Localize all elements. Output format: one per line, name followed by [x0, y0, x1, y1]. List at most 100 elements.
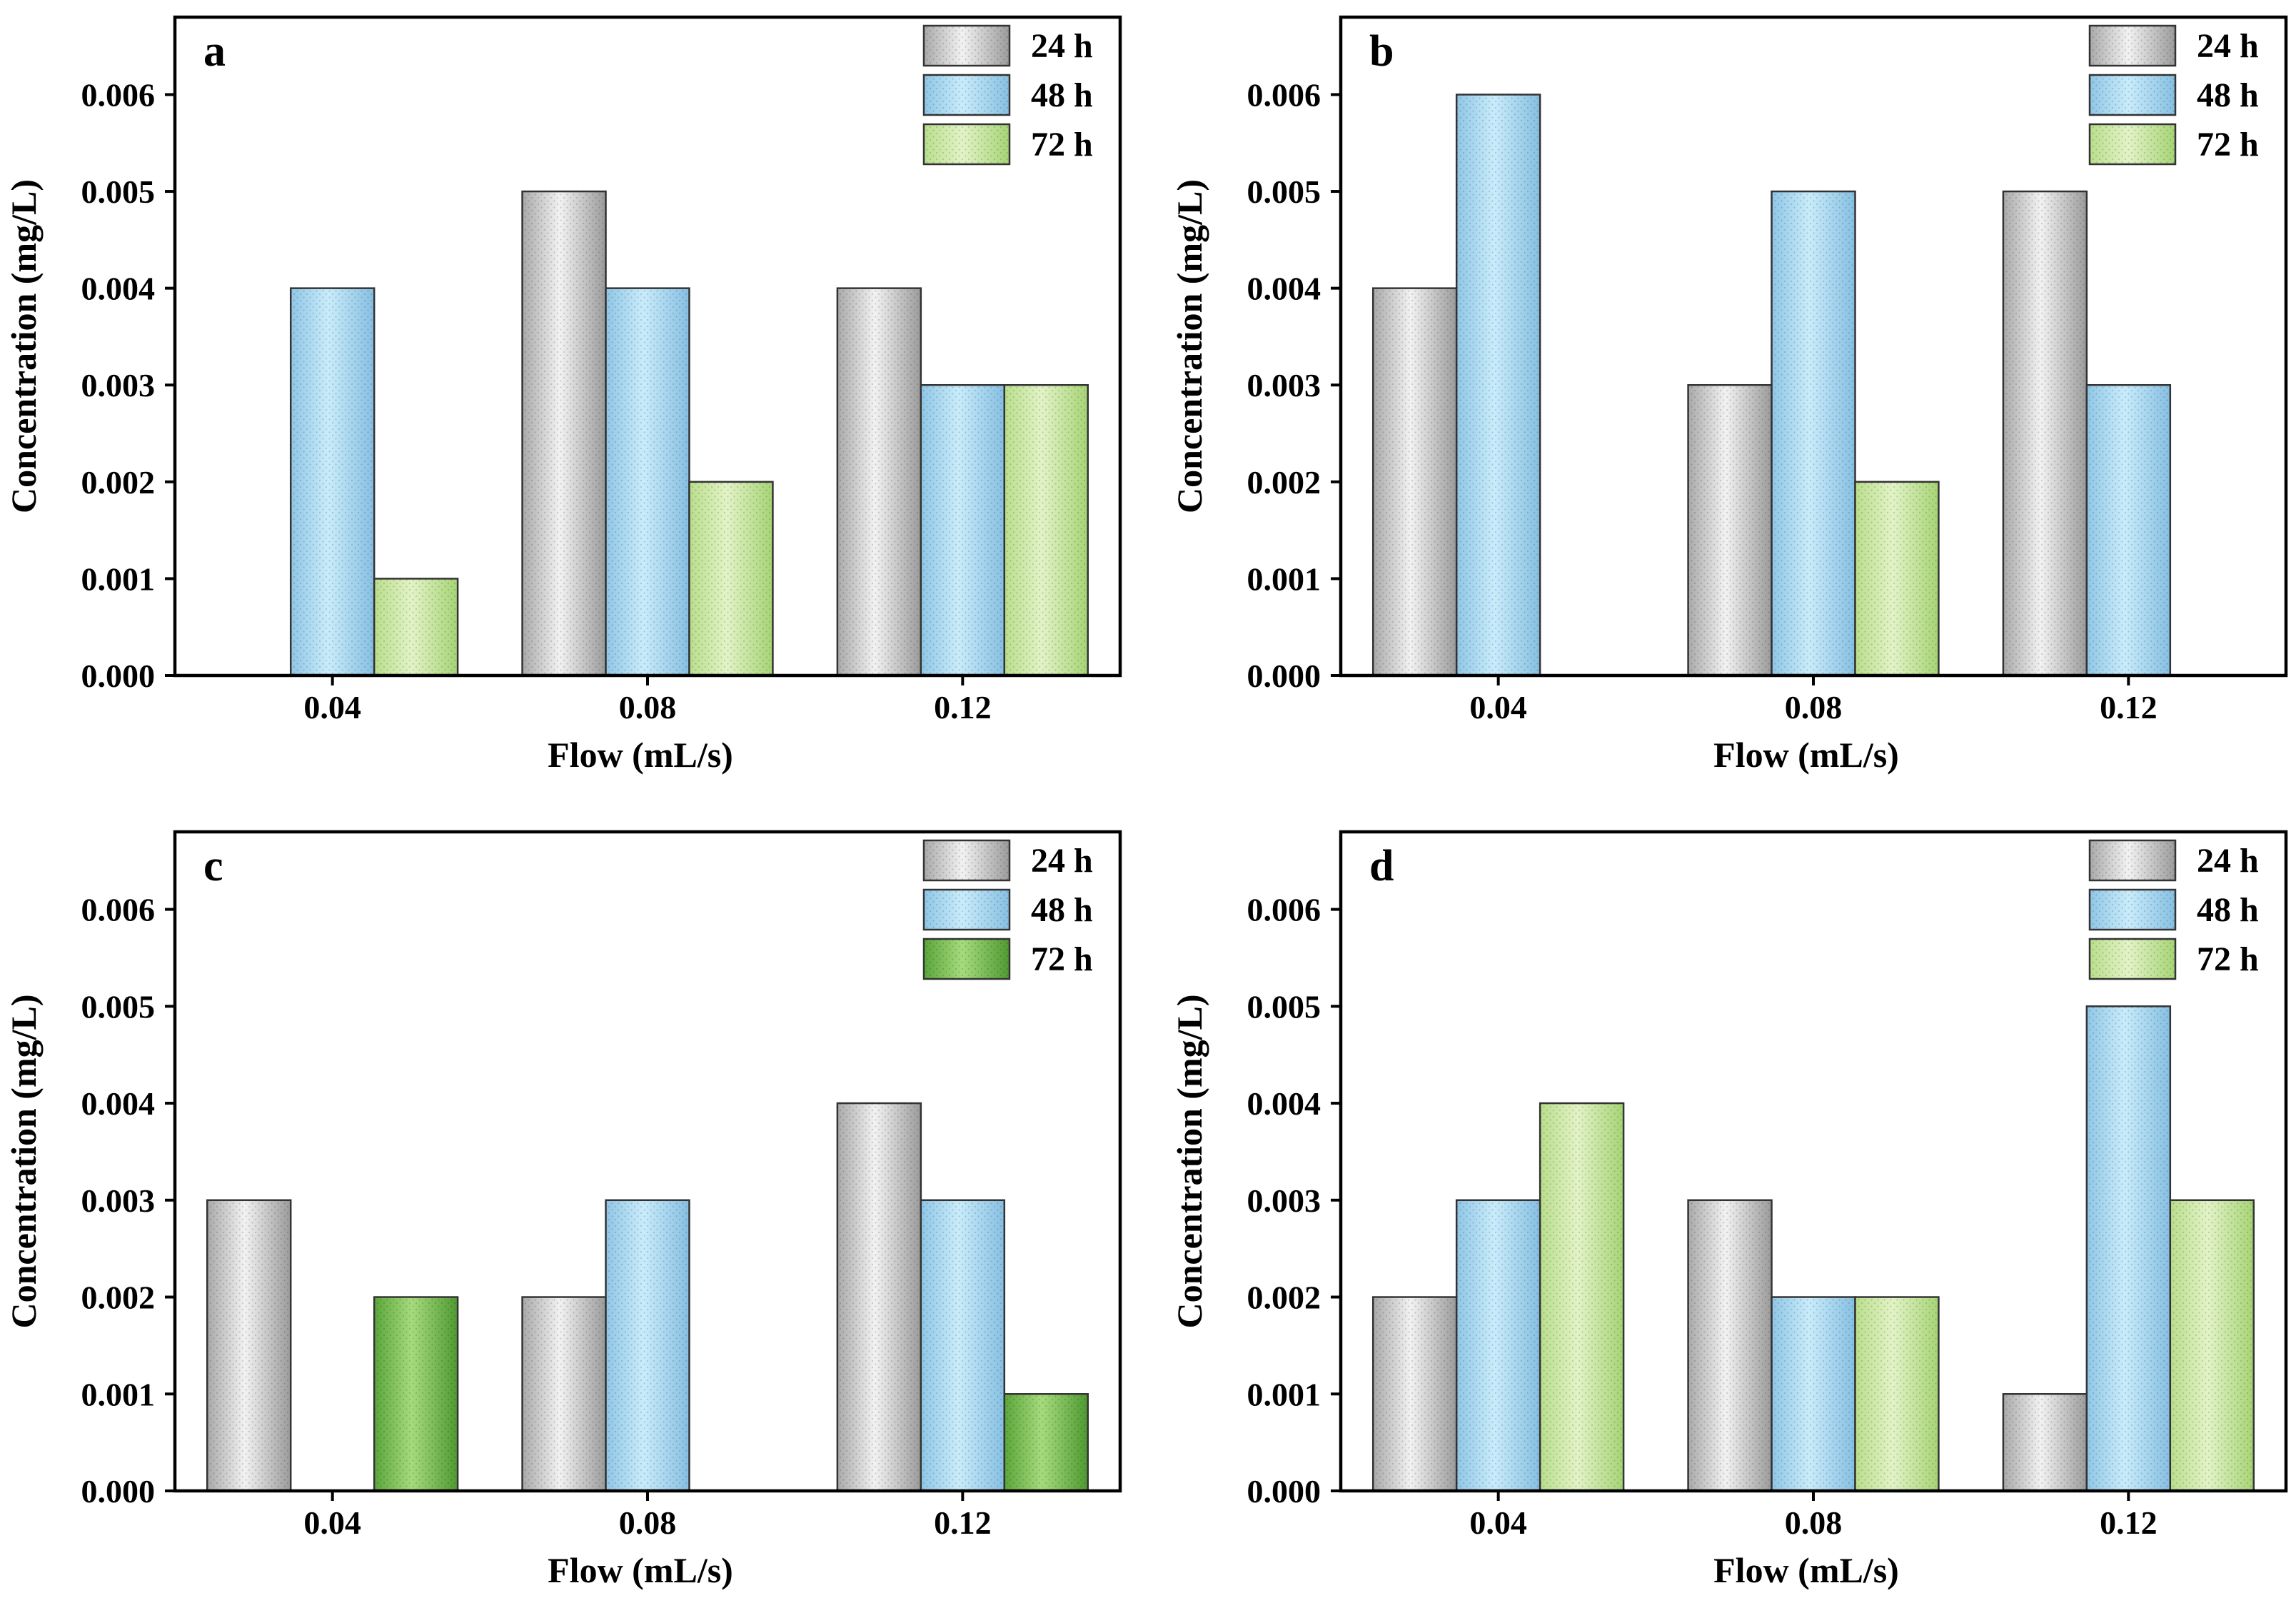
y-tick-label: 0.001: [1247, 561, 1321, 597]
bar-texture: [1540, 1103, 1624, 1491]
bar-texture: [2086, 385, 2170, 675]
bar-texture: [522, 1297, 606, 1491]
y-tick-label: 0.005: [81, 174, 156, 210]
chart-panel-c: 0.000 0.001 0.002 0.003 0.004 0.005 0.006 0.04 0…: [4, 830, 1122, 1590]
panel-label: b: [1369, 27, 1394, 76]
legend-label-48h: 48 h: [2197, 76, 2259, 114]
x-tick-label: 0.04: [1469, 689, 1527, 725]
bar-texture: [207, 1200, 291, 1491]
legend-label-72h: 72 h: [2197, 126, 2259, 164]
legend-label-48h: 48 h: [1031, 76, 1093, 114]
legend-swatch-texture: [924, 75, 1009, 115]
panel-label: d: [1369, 842, 1394, 890]
bar-texture: [605, 288, 690, 675]
legend-swatch-texture: [924, 124, 1009, 164]
y-tick-label: 0.000: [1247, 658, 1321, 694]
x-tick-label: 0.12: [934, 1504, 992, 1541]
bar-texture: [2170, 1200, 2254, 1491]
y-tick-label: 0.004: [1247, 271, 1321, 307]
bar-texture: [1855, 1297, 1939, 1491]
legend-swatch-texture: [2090, 939, 2175, 979]
y-tick-label: 0.006: [1247, 892, 1321, 928]
legend-label-72h: 72 h: [1031, 126, 1093, 164]
legend-swatch-texture: [924, 26, 1009, 66]
y-tick-label: 0.004: [81, 271, 156, 307]
y-tick-label: 0.000: [81, 1473, 156, 1509]
panel-label: a: [203, 27, 226, 76]
bar-texture: [1004, 385, 1088, 675]
bar-texture: [837, 288, 921, 675]
legend-label-24h: 24 h: [2197, 27, 2259, 65]
bar-texture: [1855, 481, 1939, 675]
legend-swatch-texture: [2090, 26, 2175, 66]
y-tick-label: 0.001: [81, 1376, 156, 1412]
x-tick-label: 0.04: [303, 689, 361, 725]
y-tick-label: 0.003: [81, 367, 156, 403]
bar-texture: [1373, 1297, 1457, 1491]
bar-texture: [2086, 1006, 2170, 1491]
y-axis-title: Concentration (mg/L): [1169, 179, 1209, 513]
y-tick-label: 0.006: [81, 76, 156, 113]
bar-texture: [2003, 191, 2087, 675]
bar-texture: [291, 288, 375, 675]
x-tick-label: 0.12: [934, 689, 992, 725]
x-tick-label: 0.08: [619, 689, 677, 725]
y-tick-label: 0.003: [1247, 1182, 1321, 1219]
bar-texture: [1373, 288, 1457, 675]
y-tick-label: 0.005: [81, 988, 156, 1025]
bar-texture: [1771, 1297, 1856, 1491]
legend-label-24h: 24 h: [1031, 842, 1093, 880]
y-tick-label: 0.001: [81, 561, 156, 597]
bar-texture: [1688, 385, 1772, 675]
x-tick-label: 0.04: [303, 1504, 361, 1541]
y-tick-label: 0.006: [1247, 76, 1321, 113]
bar-texture: [1004, 1394, 1088, 1491]
bar-texture: [374, 578, 458, 675]
y-tick-label: 0.003: [1247, 367, 1321, 403]
y-axis-title: Concentration (mg/L): [4, 179, 44, 513]
y-tick-label: 0.000: [81, 658, 156, 694]
y-tick-label: 0.002: [81, 1280, 156, 1316]
legend-swatch-texture: [924, 840, 1009, 880]
bar-texture: [1456, 1200, 1541, 1491]
bar-texture: [522, 191, 606, 675]
bar-texture: [920, 385, 1004, 675]
legend-swatch-texture: [2090, 890, 2175, 930]
x-tick-label: 0.08: [1785, 689, 1843, 725]
x-tick-label: 0.12: [2100, 689, 2157, 725]
y-tick-label: 0.004: [81, 1085, 156, 1122]
bar-texture: [1771, 191, 1856, 675]
x-tick-label: 0.08: [1785, 1504, 1843, 1541]
chart-panel-d: 0.000 0.001 0.002 0.003 0.004 0.005 0.006 0.04 0…: [1169, 830, 2288, 1590]
x-axis-title: Flow (mL/s): [548, 735, 733, 775]
chart-panel-b: 0.000 0.001 0.002 0.003 0.004 0.005 0.006 0.04 0…: [1169, 15, 2288, 775]
y-tick-label: 0.002: [1247, 464, 1321, 501]
bar-texture: [374, 1297, 458, 1491]
legend-label-48h: 48 h: [2197, 891, 2259, 929]
y-axis-title: Concentration (mg/L): [1169, 995, 1209, 1329]
y-tick-label: 0.003: [81, 1182, 156, 1219]
x-axis-title: Flow (mL/s): [1713, 735, 1899, 775]
y-tick-label: 0.006: [81, 892, 156, 928]
x-tick-label: 0.04: [1469, 1504, 1527, 1541]
x-axis-title: Flow (mL/s): [1713, 1550, 1899, 1590]
y-tick-label: 0.004: [1247, 1085, 1321, 1122]
legend-swatch-texture: [2090, 75, 2175, 115]
bar-texture: [1688, 1200, 1772, 1491]
panel-label: c: [203, 842, 223, 890]
legend-label-24h: 24 h: [1031, 27, 1093, 65]
bar-texture: [837, 1103, 921, 1491]
bar-texture: [605, 1200, 690, 1491]
y-axis-title: Concentration (mg/L): [4, 995, 44, 1329]
bar-texture: [920, 1200, 1004, 1491]
legend-label-48h: 48 h: [1031, 891, 1093, 929]
legend-label-72h: 72 h: [2197, 940, 2259, 978]
legend-swatch-texture: [924, 939, 1009, 979]
y-tick-label: 0.002: [1247, 1280, 1321, 1316]
bar-texture: [689, 481, 773, 675]
legend-swatch-texture: [2090, 840, 2175, 880]
chart-panel-a: 0.000 0.001 0.002 0.003 0.004 0.005 0.006 0.04 0…: [4, 15, 1122, 775]
x-tick-label: 0.12: [2100, 1504, 2157, 1541]
x-tick-label: 0.08: [619, 1504, 677, 1541]
y-tick-label: 0.000: [1247, 1473, 1321, 1509]
